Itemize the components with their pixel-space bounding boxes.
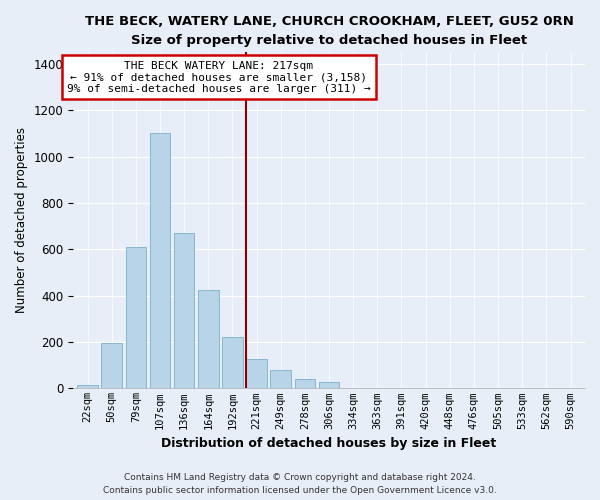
Title: THE BECK, WATERY LANE, CHURCH CROOKHAM, FLEET, GU52 0RN
Size of property relativ: THE BECK, WATERY LANE, CHURCH CROOKHAM, … [85, 15, 574, 47]
Y-axis label: Number of detached properties: Number of detached properties [15, 128, 28, 314]
Bar [174, 233, 194, 388]
Bar [150, 134, 170, 388]
Bar [247, 360, 267, 388]
Bar [319, 382, 339, 388]
Bar [198, 290, 218, 388]
Bar [295, 379, 315, 388]
Bar [101, 343, 122, 388]
Text: Contains HM Land Registry data © Crown copyright and database right 2024.
Contai: Contains HM Land Registry data © Crown c… [103, 473, 497, 495]
Bar [125, 247, 146, 388]
Bar [271, 370, 291, 388]
Bar [222, 338, 242, 388]
Bar [77, 385, 98, 388]
X-axis label: Distribution of detached houses by size in Fleet: Distribution of detached houses by size … [161, 437, 497, 450]
Text: THE BECK WATERY LANE: 217sqm
← 91% of detached houses are smaller (3,158)
9% of : THE BECK WATERY LANE: 217sqm ← 91% of de… [67, 60, 371, 94]
